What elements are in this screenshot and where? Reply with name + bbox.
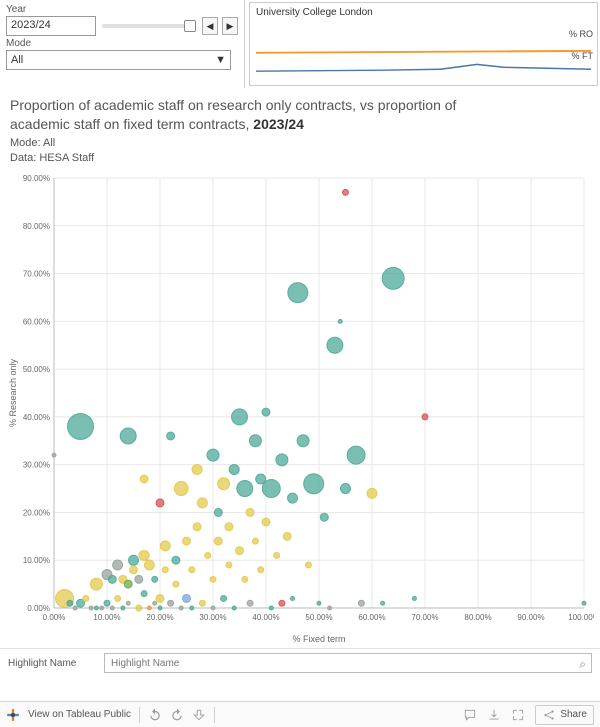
download-icon[interactable] — [487, 708, 501, 722]
svg-text:50.00%: 50.00% — [23, 365, 50, 374]
svg-text:80.00%: 80.00% — [23, 222, 50, 231]
highlight-input[interactable] — [104, 653, 592, 673]
share-label: Share — [560, 709, 587, 720]
undo-icon[interactable] — [148, 708, 162, 722]
svg-text:20.00%: 20.00% — [23, 508, 50, 517]
svg-text:0.00%: 0.00% — [43, 613, 66, 622]
svg-text:50.00%: 50.00% — [305, 613, 332, 622]
title-line1: Proportion of academic staff on research… — [10, 97, 456, 113]
mini-trend-chart — [256, 18, 591, 76]
subtitle-data: Data: HESA Staff — [10, 152, 590, 164]
footer-toolbar: View on Tableau Public Share — [0, 701, 600, 727]
comment-icon[interactable] — [463, 708, 477, 722]
highlight-label: Highlight Name — [8, 658, 98, 669]
chevron-down-icon: ▼ — [215, 54, 226, 66]
svg-text:40.00%: 40.00% — [252, 613, 279, 622]
svg-text:60.00%: 60.00% — [23, 317, 50, 326]
mini-ro-label: % RO — [569, 29, 593, 39]
share-icon — [542, 708, 556, 722]
svg-text:60.00%: 60.00% — [358, 613, 385, 622]
svg-text:0.00%: 0.00% — [27, 604, 50, 613]
revert-icon[interactable] — [192, 708, 206, 722]
mode-prefix: Mode: — [10, 137, 43, 149]
mini-trend-panel: University College London % RO % FT — [249, 2, 598, 86]
year-slider-thumb[interactable] — [184, 20, 196, 32]
mini-trend-title: University College London — [256, 7, 591, 18]
mode-value-sub: All — [43, 137, 55, 149]
data-prefix: Data: — [10, 152, 39, 164]
svg-text:100.00%: 100.00% — [568, 613, 594, 622]
svg-text:% Research only: % Research only — [8, 358, 18, 427]
data-source: HESA Staff — [39, 152, 94, 164]
year-select[interactable]: 2023/24 — [6, 16, 96, 36]
year-prev-button[interactable]: ◀ — [202, 17, 218, 35]
svg-text:40.00%: 40.00% — [23, 413, 50, 422]
tableau-logo-icon — [6, 708, 20, 722]
svg-text:90.00%: 90.00% — [517, 613, 544, 622]
redo-icon[interactable] — [170, 708, 184, 722]
mode-label: Mode — [6, 38, 238, 49]
svg-text:30.00%: 30.00% — [199, 613, 226, 622]
svg-text:% Fixed term: % Fixed term — [292, 634, 345, 644]
year-next-button[interactable]: ▶ — [222, 17, 238, 35]
fullscreen-icon[interactable] — [511, 708, 525, 722]
svg-text:90.00%: 90.00% — [23, 174, 50, 183]
search-icon[interactable]: ⌕ — [579, 657, 586, 672]
svg-text:10.00%: 10.00% — [23, 556, 50, 565]
svg-text:10.00%: 10.00% — [93, 613, 120, 622]
share-button[interactable]: Share — [535, 705, 594, 725]
chart-title: Proportion of academic staff on research… — [10, 96, 590, 134]
mode-value: All — [11, 54, 23, 66]
svg-text:20.00%: 20.00% — [146, 613, 173, 622]
year-slider[interactable] — [102, 24, 196, 28]
view-on-public-link[interactable]: View on Tableau Public — [28, 709, 131, 720]
year-label: Year — [6, 4, 238, 15]
svg-text:30.00%: 30.00% — [23, 460, 50, 469]
svg-text:70.00%: 70.00% — [411, 613, 438, 622]
mini-ft-label: % FT — [572, 51, 594, 61]
scatter-chart: 0.00% 10.00% 20.00% 30.00% 40.00% 50.00% 60.00… — [4, 168, 594, 648]
subtitle-mode: Mode: All — [10, 137, 590, 149]
mode-select[interactable]: All ▼ — [6, 50, 231, 70]
svg-text:80.00%: 80.00% — [464, 613, 491, 622]
svg-text:70.00%: 70.00% — [23, 269, 50, 278]
title-line2-prefix: academic staff on fixed term contracts, — [10, 116, 253, 132]
title-year: 2023/24 — [253, 116, 304, 132]
